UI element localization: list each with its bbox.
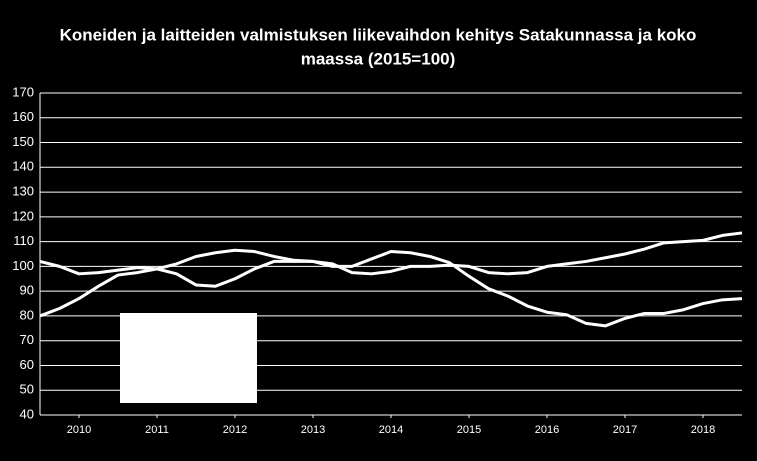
y-tick-label: 50 [20, 382, 34, 397]
x-tick-label: 2013 [301, 424, 325, 436]
x-tick-label: 2017 [613, 424, 637, 436]
legend-cover [120, 313, 257, 403]
y-tick-label: 120 [12, 208, 34, 223]
line-series [39, 231, 743, 288]
line-series [39, 248, 743, 328]
y-tick-label: 60 [20, 357, 34, 372]
y-tick-label: 90 [20, 283, 34, 298]
y-tick-label: 110 [13, 233, 34, 248]
y-tick-label: 160 [12, 109, 34, 124]
chart-title: maassa (2015=100) [301, 49, 456, 68]
y-tick-label: 80 [20, 307, 34, 322]
y-tick-label: 70 [20, 332, 34, 347]
y-tick-label: 140 [12, 159, 34, 174]
x-tick-label: 2012 [223, 424, 247, 436]
x-tick-label: 2011 [145, 424, 169, 436]
chart-title: Koneiden ja laitteiden valmistuksen liik… [60, 25, 697, 44]
x-tick-label: 2014 [379, 424, 403, 436]
y-tick-label: 150 [12, 134, 34, 149]
y-tick-label: 40 [20, 406, 34, 421]
x-tick-label: 2015 [457, 424, 481, 436]
y-tick-label: 130 [12, 184, 34, 199]
y-tick-label: 170 [12, 84, 34, 99]
x-tick-label: 2016 [535, 424, 559, 436]
x-tick-label: 2018 [691, 424, 715, 436]
x-tick-label: 2010 [67, 424, 91, 436]
y-tick-label: 100 [12, 258, 34, 273]
